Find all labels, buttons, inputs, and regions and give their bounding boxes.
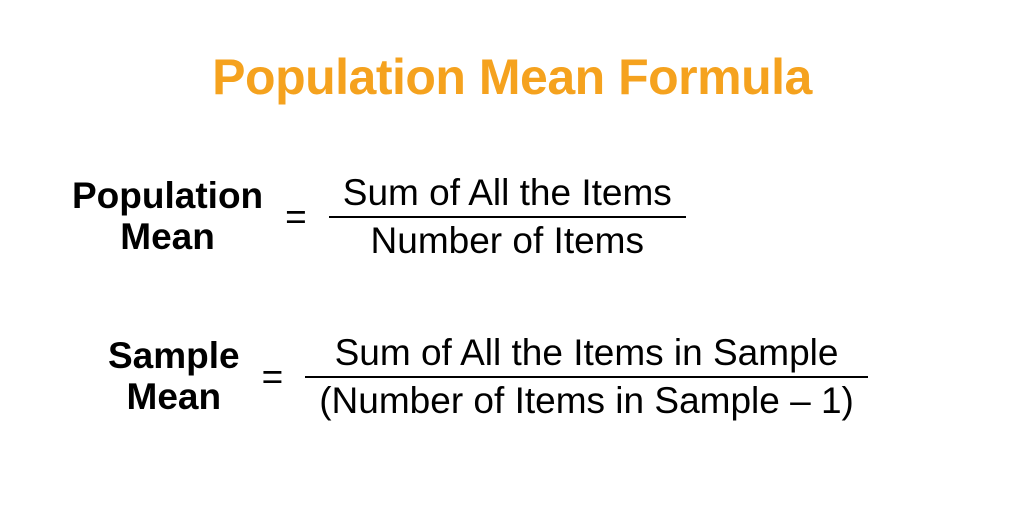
formula1-fraction: Sum of All the Items Number of Items	[329, 170, 686, 264]
formula-population-mean: Population Mean = Sum of All the Items N…	[72, 170, 686, 264]
equals-sign: =	[262, 356, 284, 398]
formula2-numerator: Sum of All the Items in Sample	[321, 330, 853, 376]
page-title: Population Mean Formula	[0, 48, 1024, 106]
formula1-lhs-line2: Mean	[72, 217, 263, 258]
formula-sample-mean: Sample Mean = Sum of All the Items in Sa…	[108, 330, 868, 424]
formula2-denominator: (Number of Items in Sample – 1)	[305, 378, 868, 424]
formula2-fraction: Sum of All the Items in Sample (Number o…	[305, 330, 868, 424]
formula-infographic: Population Mean Formula Population Mean …	[0, 0, 1024, 526]
equals-sign: =	[285, 196, 307, 238]
formula2-lhs: Sample Mean	[108, 336, 240, 417]
formula1-numerator: Sum of All the Items	[329, 170, 686, 216]
formula1-lhs: Population Mean	[72, 176, 263, 257]
formula2-lhs-line1: Sample	[108, 336, 240, 377]
formula1-lhs-line1: Population	[72, 176, 263, 217]
formula1-denominator: Number of Items	[357, 218, 658, 264]
formula2-lhs-line2: Mean	[108, 377, 240, 418]
